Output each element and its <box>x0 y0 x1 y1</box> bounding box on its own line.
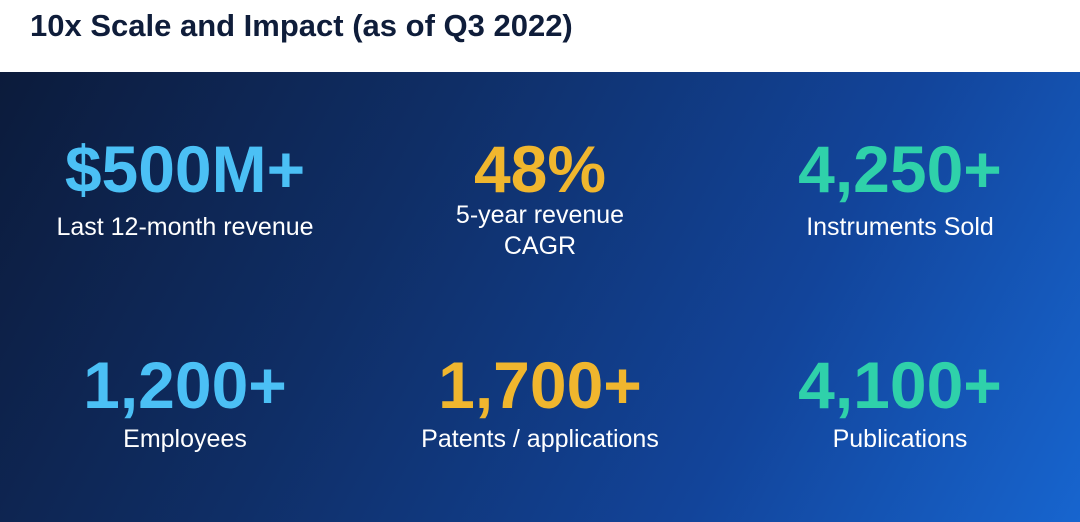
slide-title: 10x Scale and Impact (as of Q3 2022) <box>30 8 573 43</box>
stat-value: 4,250+ <box>798 132 1002 206</box>
stat-value: 1,200+ <box>83 348 287 422</box>
stat-employees: 1,200+ Employees <box>5 350 365 455</box>
stat-label: Instruments Sold <box>806 213 994 241</box>
stat-value: 1,700+ <box>438 348 642 422</box>
slide-header: 10x Scale and Impact (as of Q3 2022) <box>0 0 1080 72</box>
stat-label: Employees <box>123 425 247 453</box>
stat-label: Patents / applications <box>421 425 659 453</box>
stat-publications: 4,100+ Publications <box>720 350 1080 455</box>
stat-value: $500M+ <box>64 132 306 206</box>
stat-value: 48% <box>473 132 607 206</box>
stat-label: Publications <box>832 425 968 453</box>
stat-label: Last 12-month revenue <box>56 213 314 241</box>
stat-label: 5-year revenue CAGR <box>455 201 625 260</box>
stat-patents: 1,700+ Patents / applications <box>360 350 720 455</box>
stat-cagr: 48% 5-year revenue CAGR <box>360 134 720 262</box>
stat-value: 4,100+ <box>798 348 1002 422</box>
stats-panel: $500M+ Last 12-month revenue 48% 5-year … <box>0 72 1080 522</box>
stat-instruments: 4,250+ Instruments Sold <box>720 134 1080 243</box>
stat-revenue: $500M+ Last 12-month revenue <box>5 134 365 243</box>
